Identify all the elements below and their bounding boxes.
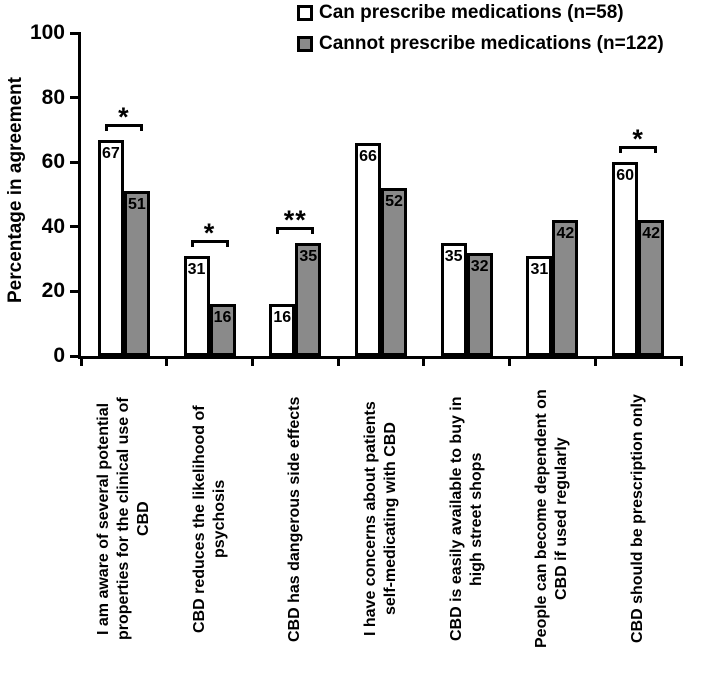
bar-group: 66 52: [338, 33, 424, 356]
y-tick-label: 100: [29, 21, 65, 44]
significance-bracket: [104, 124, 143, 131]
significance-bracket: [619, 146, 658, 153]
bar-can-prescribe: 66: [354, 143, 381, 356]
y-tick: [70, 96, 81, 100]
bar-group: 35 32: [424, 33, 510, 356]
legend-label-can-prescribe: Can prescribe medications (n=58): [319, 2, 624, 23]
x-tick: [165, 356, 169, 366]
category-label: CBD has dangerous side effects: [286, 396, 304, 642]
bar-value-label: 31: [530, 261, 549, 278]
category-label-column: CBD reduces the likelihood of psychosis: [167, 371, 253, 671]
x-tick: [250, 356, 254, 366]
significance-asterisk: *: [632, 124, 644, 154]
bar-value-label: 51: [127, 196, 146, 213]
legend-label-cannot-prescribe: Cannot prescribe medications (n=122): [319, 33, 664, 54]
bar-group: 67 51 *: [81, 33, 167, 356]
bar-value-label: 31: [187, 261, 206, 278]
bar-value-label: 60: [616, 167, 635, 184]
bar-can-prescribe: 67: [97, 140, 124, 356]
y-tick-label: 40: [41, 214, 65, 238]
bar-can-prescribe: 31: [526, 256, 553, 356]
category-label-column: CBD has dangerous side effects: [252, 371, 338, 671]
bar-can-prescribe: 35: [440, 243, 467, 356]
category-label: People can become dependent on CBD if us…: [533, 389, 571, 649]
y-tick-label: 20: [41, 279, 65, 303]
y-tick: [70, 31, 81, 35]
bar-group: 60 42 *: [595, 33, 681, 356]
bar-value-label: 32: [470, 258, 489, 275]
y-tick-label: 0: [53, 344, 65, 367]
bar-value-label: 42: [642, 225, 661, 242]
category-label: CBD reduces the likelihood of psychosis: [190, 405, 228, 633]
bar-cannot-prescribe: 51: [123, 191, 150, 356]
bar-cannot-prescribe: 35: [295, 243, 322, 356]
category-label: CBD is easily available to buy in high s…: [447, 396, 485, 642]
bar-value-label: 35: [444, 248, 463, 265]
x-tick: [336, 356, 340, 366]
legend-item-cannot-prescribe: Cannot prescribe medications (n=122): [297, 33, 664, 54]
significance-marker: *: [190, 218, 229, 248]
category-label-column: I have concerns about patients self-medi…: [338, 371, 424, 671]
significance-marker: **: [276, 205, 315, 235]
category-label: CBD should be prescription only: [629, 394, 647, 644]
category-label-column: I am aware of several potential properti…: [81, 371, 167, 671]
y-tick: [70, 289, 81, 293]
y-tick: [70, 354, 81, 358]
bar-cannot-prescribe: 32: [466, 253, 493, 356]
category-label: I have concerns about patients self-medi…: [361, 401, 399, 637]
plot-area: 0 20 40 60 80 100 67 51 * 31 16 * 16 35 ** 66 52 35 32 31 42…: [30, 22, 683, 367]
y-tick-label: 80: [41, 85, 65, 109]
bar-value-label: 66: [359, 148, 377, 165]
y-tick: [70, 160, 81, 164]
significance-asterisk: *: [203, 218, 216, 248]
x-tick: [79, 356, 83, 366]
significance-bracket: [276, 227, 315, 234]
bar-can-prescribe: 31: [183, 256, 210, 356]
y-tick: [70, 225, 81, 229]
bar-can-prescribe: 60: [612, 162, 639, 356]
bar-cannot-prescribe: 52: [380, 188, 407, 356]
category-label-column: CBD is easily available to buy in high s…: [424, 371, 510, 671]
bar-group: 31 42: [510, 33, 596, 356]
x-tick: [508, 356, 512, 366]
category-label-column: People can become dependent on CBD if us…: [510, 371, 596, 671]
bar-group: 31 16 *: [167, 33, 253, 356]
category-label: I am aware of several potential properti…: [94, 397, 152, 641]
bar-can-prescribe: 16: [269, 304, 296, 356]
bar-value-label: 67: [101, 145, 120, 162]
bar-cannot-prescribe: 42: [638, 220, 665, 356]
bar-value-label: 52: [385, 193, 403, 210]
x-axis-labels: I am aware of several potential properti…: [81, 371, 681, 671]
legend: Can prescribe medications (n=58) Cannot …: [297, 2, 664, 65]
significance-marker: *: [619, 124, 658, 154]
bar-value-label: 16: [213, 309, 232, 326]
significance-bracket: [190, 240, 229, 247]
legend-item-can-prescribe: Can prescribe medications (n=58): [297, 2, 664, 23]
significance-asterisk: *: [118, 102, 130, 132]
bar-value-label: 42: [556, 225, 575, 242]
bar-group: 16 35 **: [252, 33, 338, 356]
bar-cannot-prescribe: 42: [552, 220, 579, 356]
significance-asterisk: **: [283, 205, 307, 235]
bar-value-label: 16: [273, 309, 292, 326]
x-tick: [422, 356, 426, 366]
legend-swatch-gray: [297, 36, 313, 52]
y-tick-label: 60: [41, 150, 65, 174]
bar-value-label: 35: [299, 248, 318, 265]
legend-swatch-white: [297, 5, 313, 21]
x-tick: [679, 356, 683, 366]
category-label-column: CBD should be prescription only: [595, 371, 681, 671]
bar-cannot-prescribe: 16: [209, 304, 236, 356]
x-tick: [593, 356, 597, 366]
significance-marker: *: [104, 102, 143, 132]
